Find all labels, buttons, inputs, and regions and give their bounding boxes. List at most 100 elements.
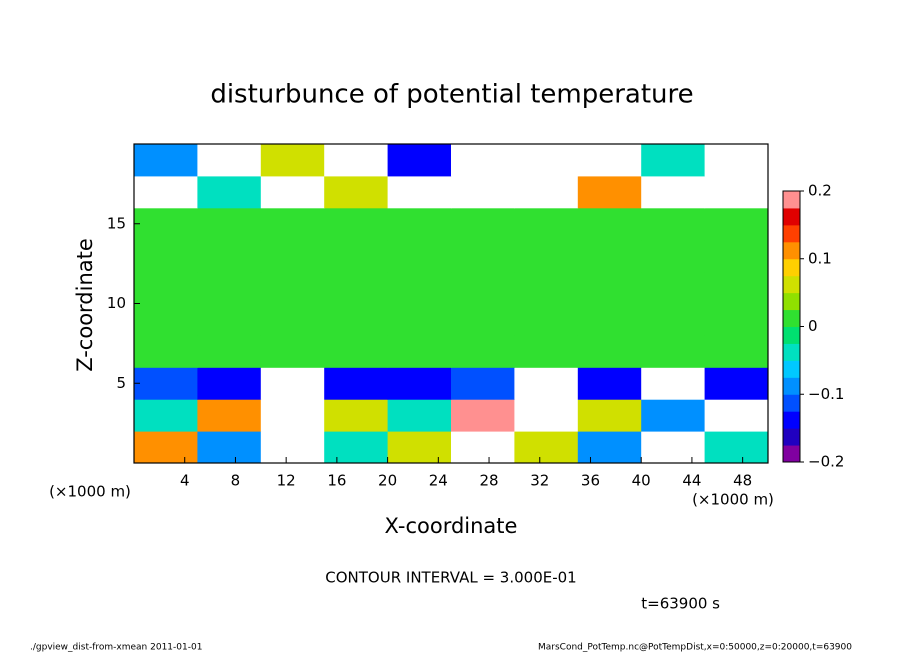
cell bbox=[514, 144, 579, 177]
colorbar-swatch bbox=[783, 428, 800, 446]
cell bbox=[704, 239, 769, 273]
cell bbox=[514, 175, 579, 209]
cell bbox=[451, 367, 515, 400]
cell bbox=[134, 303, 198, 336]
cell bbox=[577, 335, 642, 368]
cell bbox=[134, 335, 198, 368]
colorbar-swatch bbox=[783, 343, 800, 361]
chart-title: disturbunce of potential temperature bbox=[210, 80, 693, 110]
cell bbox=[451, 207, 515, 241]
colorbar-tick-label: −0.2 bbox=[808, 453, 844, 471]
cell bbox=[134, 144, 198, 177]
cell bbox=[514, 335, 579, 368]
cell bbox=[260, 399, 325, 432]
time-label: t=63900 s bbox=[641, 595, 720, 613]
y-unit: (×1000 m) bbox=[49, 483, 131, 501]
x-tick-label: 40 bbox=[632, 472, 651, 490]
colorbar-tick-label: 0 bbox=[808, 317, 818, 335]
colorbar-swatch bbox=[783, 275, 800, 294]
cell bbox=[197, 207, 262, 241]
cell bbox=[451, 303, 515, 336]
cell bbox=[197, 367, 262, 400]
x-axis-label: X-coordinate bbox=[385, 514, 518, 538]
cell bbox=[387, 175, 452, 209]
cell bbox=[577, 303, 642, 336]
cell bbox=[260, 239, 325, 273]
footer-right: MarsCond_PotTemp.nc@PotTempDist,x=0:5000… bbox=[538, 643, 852, 653]
cell bbox=[387, 271, 452, 304]
cell bbox=[134, 367, 198, 400]
cell bbox=[577, 431, 642, 464]
cell bbox=[704, 335, 769, 368]
cell bbox=[324, 303, 389, 336]
x-tick-label: 12 bbox=[277, 472, 296, 490]
colorbar-swatch bbox=[783, 326, 800, 344]
cell bbox=[704, 271, 769, 304]
cell bbox=[134, 175, 198, 209]
colorbar-swatch bbox=[783, 360, 800, 378]
cell bbox=[197, 175, 262, 209]
y-axis-label: Z-coordinate bbox=[73, 238, 97, 372]
cell bbox=[197, 335, 262, 368]
cell bbox=[704, 207, 769, 241]
colorbar-swatch bbox=[783, 394, 800, 412]
cell bbox=[197, 399, 262, 432]
colorbar-swatch bbox=[783, 445, 800, 463]
cell bbox=[641, 303, 706, 336]
cell bbox=[197, 239, 262, 273]
colorbar-tick-label: 0.2 bbox=[808, 182, 832, 200]
cell bbox=[514, 239, 579, 273]
cell bbox=[451, 335, 515, 368]
colorbar-swatch bbox=[783, 241, 800, 260]
cell bbox=[197, 271, 262, 304]
axes: 4 8 12 16 20 24 28 32 36 40 44 4851015−0.2−0.100.10… bbox=[107, 143, 844, 490]
cell bbox=[514, 207, 579, 241]
cell bbox=[577, 367, 642, 400]
cell bbox=[514, 271, 579, 304]
cell bbox=[324, 144, 389, 177]
cell bbox=[197, 144, 262, 177]
cell bbox=[260, 367, 325, 400]
cell bbox=[577, 144, 642, 177]
cell bbox=[387, 239, 452, 273]
cell bbox=[704, 175, 769, 209]
cell bbox=[134, 207, 198, 241]
cell bbox=[260, 207, 325, 241]
cell bbox=[387, 431, 452, 464]
x-tick-label: 36 bbox=[581, 472, 600, 490]
cell bbox=[260, 303, 325, 336]
cell bbox=[260, 144, 325, 177]
colorbar-swatch bbox=[783, 191, 800, 209]
colorbar-swatch bbox=[783, 411, 800, 429]
cell bbox=[324, 431, 389, 464]
y-tick-label: 5 bbox=[116, 374, 126, 392]
cell bbox=[451, 271, 515, 304]
cell bbox=[577, 271, 642, 304]
x-unit: (×1000 m) bbox=[692, 491, 774, 509]
colorbar-tick-label: 0.1 bbox=[808, 249, 832, 267]
cell bbox=[260, 271, 325, 304]
cell bbox=[577, 175, 642, 209]
colorbar-tick-label: −0.1 bbox=[808, 385, 844, 403]
cell bbox=[641, 175, 706, 209]
cell bbox=[451, 431, 515, 464]
cell bbox=[704, 399, 769, 432]
cell bbox=[577, 399, 642, 432]
cell bbox=[704, 431, 769, 464]
cell bbox=[260, 335, 325, 368]
cell bbox=[134, 431, 198, 464]
cell bbox=[641, 144, 706, 177]
x-tick-label: 24 bbox=[429, 472, 448, 490]
cell bbox=[514, 399, 579, 432]
cell bbox=[324, 335, 389, 368]
colorbar-swatch bbox=[783, 258, 800, 277]
colorbar-swatch bbox=[783, 224, 800, 243]
cell bbox=[387, 303, 452, 336]
y-tick-label: 10 bbox=[107, 294, 126, 312]
cell bbox=[641, 271, 706, 304]
cell bbox=[451, 144, 515, 177]
cell bbox=[641, 399, 706, 432]
x-tick-label: 28 bbox=[479, 472, 498, 490]
cell bbox=[641, 335, 706, 368]
cell bbox=[387, 367, 452, 400]
